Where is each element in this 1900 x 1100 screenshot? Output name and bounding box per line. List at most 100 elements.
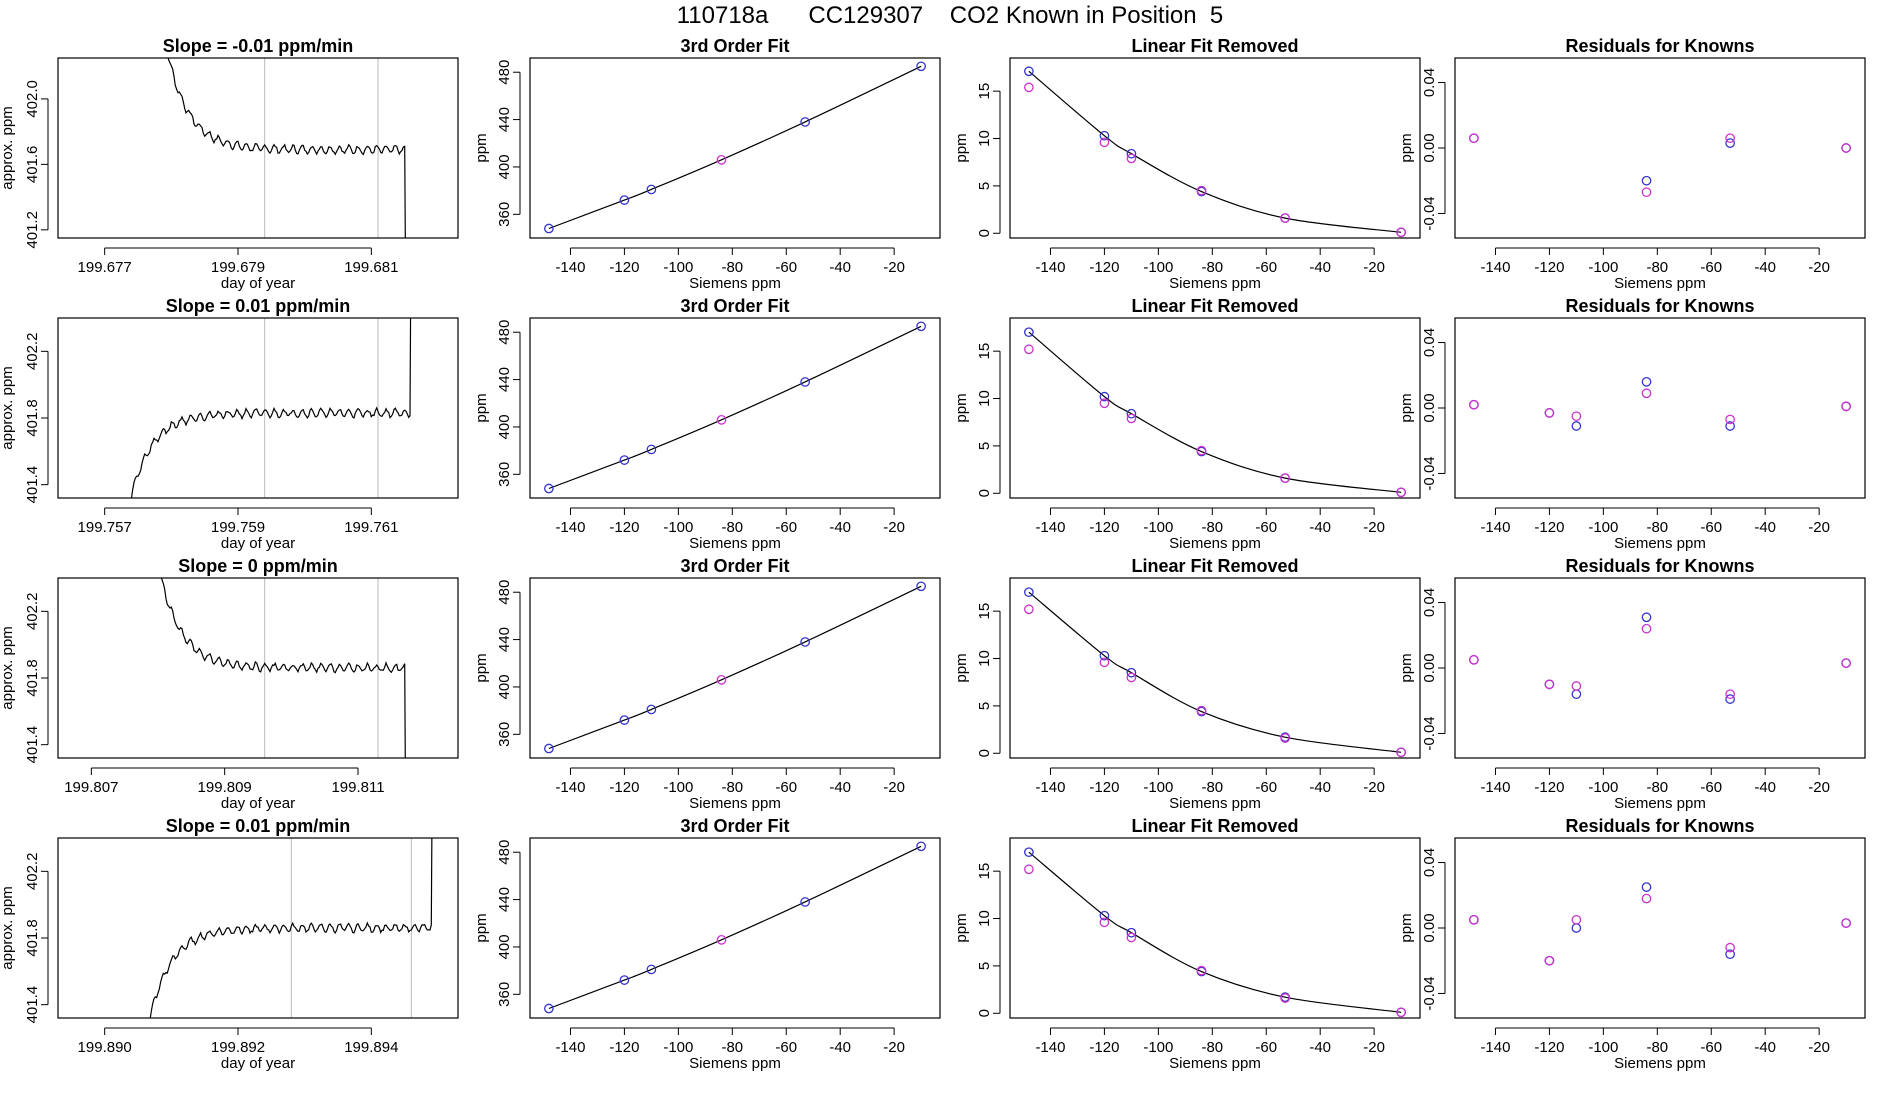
data-point — [619, 715, 630, 725]
y-axis-label: ppm — [1398, 653, 1415, 682]
x-tick-label: -40 — [1309, 1039, 1331, 1056]
data-point — [1469, 133, 1479, 144]
data-point — [1196, 965, 1207, 976]
y-tick-label: -0.04 — [1421, 976, 1438, 1010]
chart-panel: 3rd Order Fit -140 -120 -100 -80 -60 -40 -20 Sie… — [473, 296, 941, 552]
data-point — [1126, 148, 1137, 159]
chart-panel: Slope = 0.01 ppm/min 199.757 199.759 199.76… — [0, 296, 459, 552]
y-tick-label: -0.04 — [1421, 456, 1438, 490]
x-tick-label: -60 — [1255, 259, 1277, 276]
data-point — [800, 117, 810, 127]
y-tick-label: 5 — [976, 182, 993, 190]
x-tick-label: -40 — [1754, 779, 1776, 796]
data-point — [1099, 130, 1110, 141]
x-axis-label: Siemens ppm — [689, 535, 781, 552]
data-point — [1396, 487, 1406, 498]
x-tick-label: -140 — [555, 259, 585, 276]
data-point — [1469, 914, 1479, 925]
y-tick-label: 480 — [496, 840, 513, 865]
data-point — [1024, 604, 1034, 615]
x-tick-label: -80 — [721, 779, 743, 796]
data-point — [1571, 681, 1582, 691]
time-trace — [149, 838, 433, 1018]
y-tick-label: 401.8 — [24, 919, 41, 957]
data-point — [1841, 143, 1851, 153]
y-tick-label: 0.04 — [1421, 68, 1438, 97]
data-point — [916, 321, 926, 332]
x-tick-label: -100 — [1143, 1039, 1173, 1056]
data-point — [619, 195, 630, 205]
x-axis-label: Siemens ppm — [1169, 275, 1261, 292]
x-tick-label: -120 — [1534, 1039, 1564, 1056]
data-point — [1024, 864, 1034, 875]
x-tick-label: -140 — [1035, 259, 1065, 276]
data-point — [1280, 993, 1290, 1003]
x-axis-label: Siemens ppm — [1614, 795, 1706, 812]
data-point — [916, 61, 926, 72]
fit-curve — [1028, 851, 1402, 1013]
y-tick-label: 400 — [496, 674, 513, 699]
x-tick-label: -140 — [555, 779, 585, 796]
fit-curve — [548, 65, 922, 230]
x-axis-label: Siemens ppm — [689, 795, 781, 812]
data-point — [1024, 344, 1034, 355]
x-tick-label: -60 — [1255, 1039, 1277, 1056]
data-point — [544, 1003, 554, 1014]
x-tick-label: -140 — [1480, 1039, 1510, 1056]
chart-panel: Linear Fit Removed -140 -120 -100 -80 -60 -40 -… — [953, 36, 1421, 292]
plot-frame — [529, 577, 941, 759]
x-tick-label: -20 — [1808, 259, 1830, 276]
data-point — [1725, 138, 1735, 148]
y-tick-label: 402.2 — [24, 593, 41, 631]
x-tick-label: -100 — [1588, 259, 1618, 276]
fit-curve — [1028, 331, 1402, 493]
y-tick-label: -0.04 — [1421, 716, 1438, 750]
data-point — [1396, 747, 1406, 758]
data-point — [1099, 910, 1110, 921]
x-tick-label: -20 — [883, 259, 905, 276]
chart-panel: Linear Fit Removed -140 -120 -100 -80 -60 -40 -… — [953, 296, 1421, 552]
data-point — [1725, 694, 1735, 704]
y-tick-label: 440 — [496, 367, 513, 392]
data-point — [1544, 955, 1555, 966]
chart-panel: Residuals for Knowns -140 -120 -100 -80 -60 -4… — [1398, 296, 1866, 552]
x-tick-label: -100 — [663, 259, 693, 276]
y-tick-label: 5 — [976, 962, 993, 970]
data-point — [1571, 689, 1582, 700]
x-tick-label: -40 — [1309, 519, 1331, 536]
x-tick-label: -20 — [1363, 259, 1385, 276]
y-tick-label: 440 — [496, 107, 513, 132]
data-point — [1280, 473, 1290, 483]
chart-title: Residuals for Knowns — [1565, 36, 1754, 56]
data-point — [1571, 923, 1582, 933]
data-point — [1725, 949, 1735, 960]
data-point — [916, 581, 926, 592]
x-tick-label: -20 — [883, 1039, 905, 1056]
x-tick-label: 199.807 — [64, 779, 118, 796]
data-point — [646, 704, 657, 715]
data-point — [1024, 82, 1034, 93]
x-tick-label: -80 — [1646, 779, 1668, 796]
y-tick-label: 0.04 — [1421, 588, 1438, 617]
data-point — [1126, 667, 1137, 678]
x-axis-label: Siemens ppm — [689, 275, 781, 292]
y-axis-label: ppm — [473, 393, 490, 422]
data-point — [1841, 918, 1851, 928]
x-tick-label: 199.890 — [78, 1039, 132, 1056]
chart-panel: Linear Fit Removed -140 -120 -100 -80 -60 -40 -… — [953, 816, 1421, 1072]
y-tick-label: 15 — [976, 343, 993, 360]
y-axis-label: ppm — [473, 653, 490, 682]
y-axis-label: approx. ppm — [0, 886, 16, 969]
y-tick-label: 402.2 — [24, 853, 41, 891]
data-point — [1099, 657, 1110, 668]
y-tick-label: 0.00 — [1421, 913, 1438, 942]
x-tick-label: -40 — [1754, 1039, 1776, 1056]
x-tick-label: -100 — [1588, 519, 1618, 536]
y-tick-label: 10 — [976, 130, 993, 147]
plot-frame — [57, 837, 459, 1019]
chart-title: Slope = -0.01 ppm/min — [163, 36, 354, 56]
plot-frame — [529, 837, 941, 1019]
y-tick-label: 15 — [976, 83, 993, 100]
